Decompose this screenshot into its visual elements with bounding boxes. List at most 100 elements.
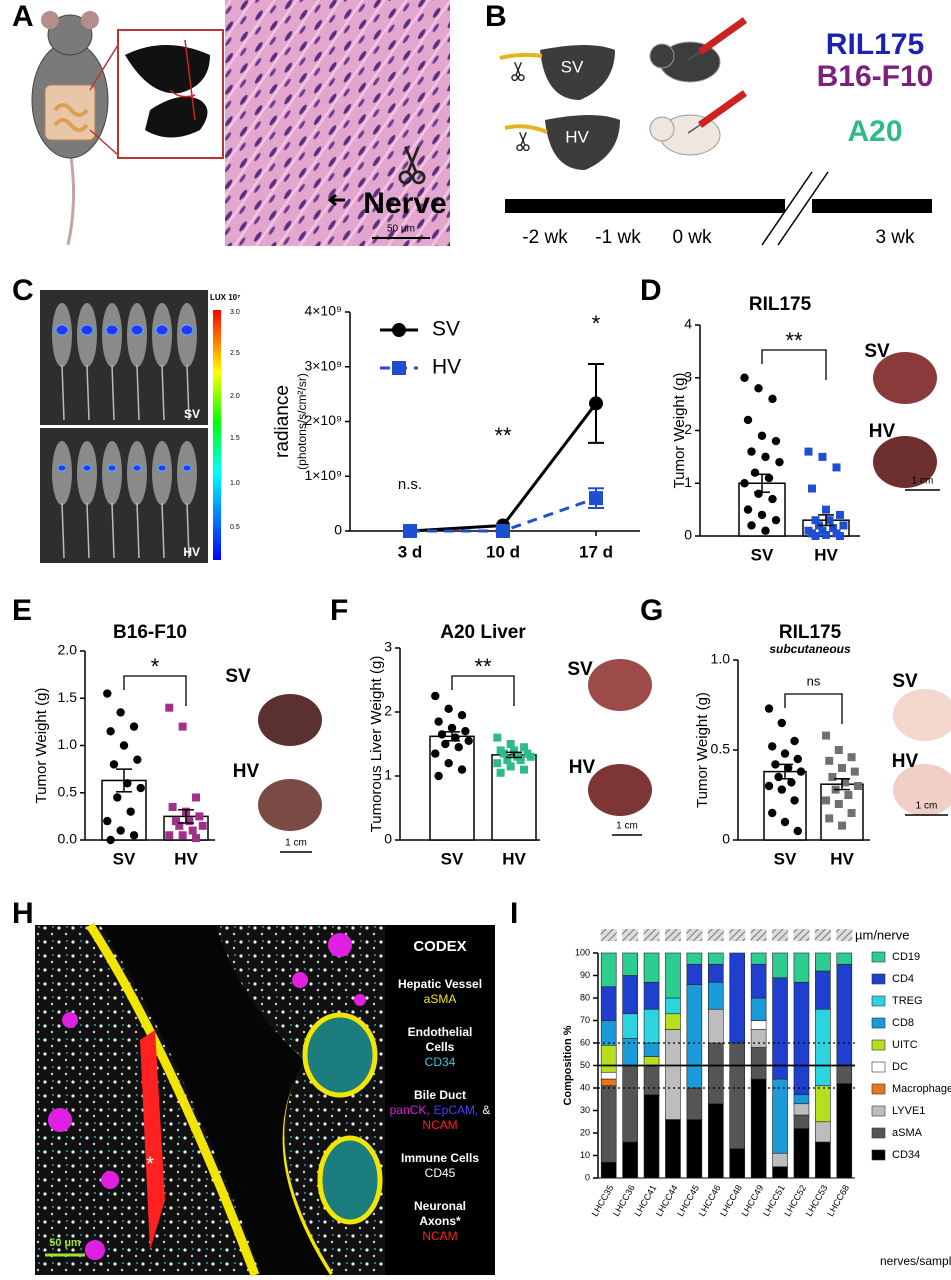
data-point xyxy=(526,752,535,761)
timeline-label: -2 wk xyxy=(522,227,568,248)
significance-bracket xyxy=(123,675,187,706)
data-point xyxy=(431,749,440,758)
liver-icon xyxy=(125,45,210,94)
signal xyxy=(55,324,69,336)
codex-group: Immune Cells xyxy=(401,1151,479,1165)
mouse-tail xyxy=(186,364,190,421)
image-label: SV xyxy=(892,671,918,692)
bar-segment xyxy=(750,997,767,1021)
x-tick-label: HV xyxy=(174,849,198,868)
bar-segment xyxy=(772,1078,788,1154)
legend-swatch xyxy=(871,1083,886,1095)
data-point xyxy=(834,800,843,808)
y-tick-label: 90 xyxy=(580,970,590,980)
marker xyxy=(496,524,510,538)
data-point xyxy=(787,778,796,787)
hatch-box xyxy=(622,929,639,941)
y-tick-label: 1.5 xyxy=(58,689,78,705)
mouse-abdomen xyxy=(44,84,96,141)
data-point xyxy=(757,431,767,440)
data-point xyxy=(828,773,837,781)
mouse-head xyxy=(649,43,675,69)
bar-segment xyxy=(600,1078,617,1087)
zoom-line xyxy=(89,44,119,91)
syringe xyxy=(697,17,748,55)
mouse-tail xyxy=(136,502,140,559)
bar-segment xyxy=(729,1042,746,1150)
data-point xyxy=(774,772,783,782)
bar-segment xyxy=(750,1020,767,1030)
y-tick-label: 20 xyxy=(580,1127,590,1137)
intestine xyxy=(53,103,89,132)
legend-swatch xyxy=(871,1127,886,1139)
scissors xyxy=(514,62,521,76)
data-point xyxy=(434,771,443,781)
scissors xyxy=(520,132,527,146)
codex-group: Bile Duct xyxy=(414,1088,466,1102)
y-tick-label: 1×10⁹ xyxy=(304,467,342,483)
codex-markers: panCK, EpCAM, & xyxy=(390,1103,491,1117)
timeline-label: -1 wk xyxy=(595,227,641,248)
data-point xyxy=(771,515,781,525)
data-point xyxy=(825,814,834,823)
stomach-icon xyxy=(145,96,208,138)
chart-title: RIL175 xyxy=(749,294,812,315)
signal xyxy=(105,324,119,336)
tumor-photo xyxy=(588,764,652,816)
mouse-silhouette xyxy=(102,441,122,505)
data-point xyxy=(835,532,844,540)
y-tick-label: 0 xyxy=(684,527,692,543)
annotation: * xyxy=(592,311,601,336)
legend-label: Macrophage xyxy=(892,1083,951,1095)
colorbar-tick: 3.0 xyxy=(230,309,240,316)
data-point xyxy=(768,742,777,751)
x-tick-label: 10 d xyxy=(486,542,520,561)
colorbar-tick: 0.5 xyxy=(230,524,240,531)
vein xyxy=(504,124,548,134)
signal xyxy=(180,324,194,336)
scissors xyxy=(515,62,522,76)
bar-segment xyxy=(643,981,660,1010)
codex-marker: panCK, xyxy=(390,1103,430,1117)
y-axis-label: Tumor Weight (g) xyxy=(694,692,711,808)
bar-segment xyxy=(707,981,724,1010)
data-point xyxy=(444,759,453,768)
cell-line: B16-F10 xyxy=(817,60,934,93)
scale-label: 1 cm xyxy=(285,838,307,849)
x-tick-label: SV xyxy=(774,849,797,868)
syringe-needle xyxy=(687,51,701,61)
data-point xyxy=(838,764,846,772)
mouse-tail xyxy=(61,502,65,559)
liver xyxy=(540,45,615,100)
bar-segment xyxy=(622,1065,638,1143)
syringe-needle xyxy=(687,124,701,134)
scale-label: 1 cm xyxy=(616,821,638,832)
colorbar-title: LUX 10⁷ xyxy=(210,293,240,302)
data-point xyxy=(116,708,125,717)
codex-marker: & xyxy=(482,1103,490,1117)
x-tick-label: 3 d xyxy=(398,542,423,561)
bile-duct xyxy=(62,1012,78,1028)
legend-marker xyxy=(392,361,406,375)
data-point xyxy=(847,753,856,762)
vessel xyxy=(169,39,196,121)
legend-swatch xyxy=(871,1061,886,1073)
y-tick-label: 0.5 xyxy=(711,741,731,757)
mouse-ear xyxy=(81,11,99,29)
legend-label: CD19 xyxy=(892,951,920,963)
x-tick-label: 17 d xyxy=(579,542,613,561)
legend-label: aSMA xyxy=(892,1127,923,1139)
hatch-box xyxy=(729,929,746,941)
data-point xyxy=(447,723,457,733)
data-point xyxy=(493,733,502,742)
data-point xyxy=(178,831,187,840)
signal xyxy=(157,464,167,472)
bar-segment xyxy=(686,1119,703,1179)
data-point xyxy=(136,783,145,793)
panel-letter: C xyxy=(12,274,34,307)
bile-duct xyxy=(48,1108,72,1132)
bar-segment xyxy=(836,1065,853,1084)
legend-label: HV xyxy=(432,356,461,379)
bar-segment xyxy=(750,963,767,999)
